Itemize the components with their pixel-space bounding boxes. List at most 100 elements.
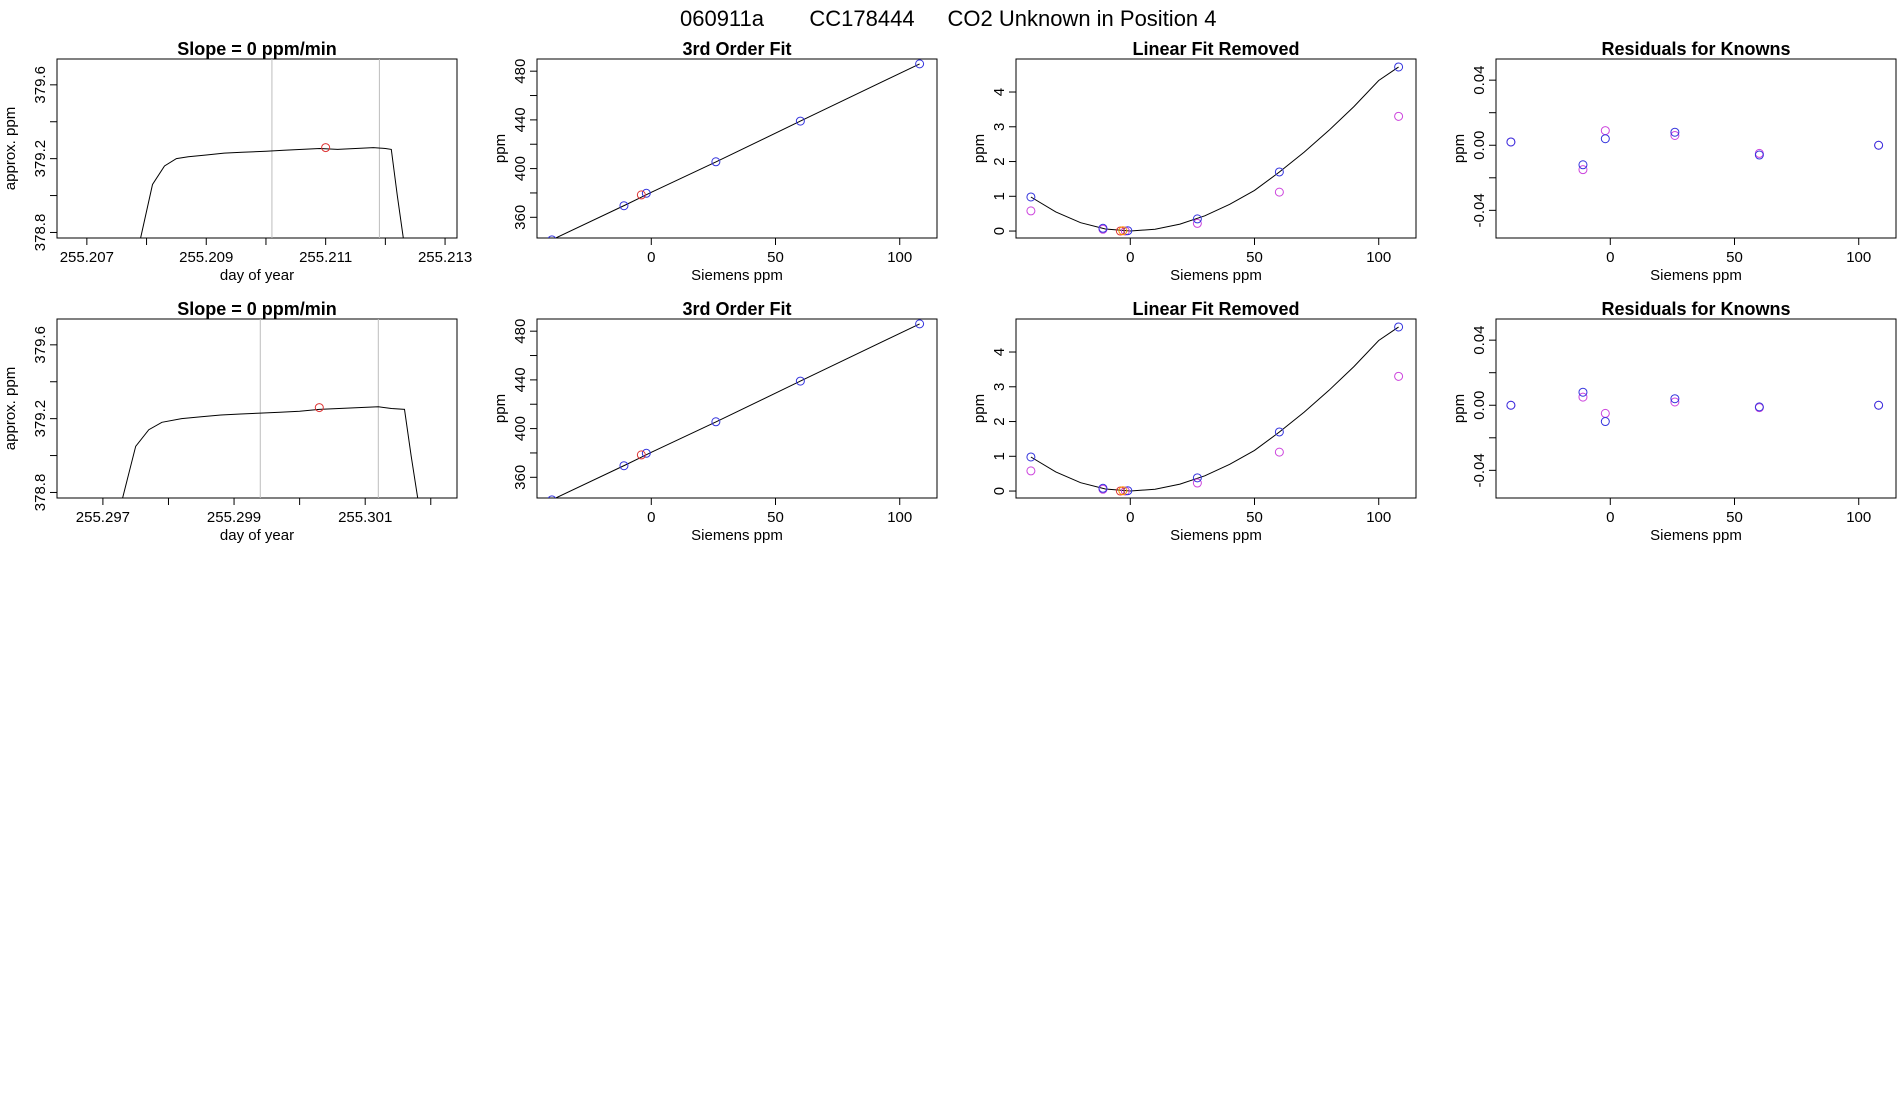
standard-point (1600, 417, 1610, 427)
x-tick-label: 0 (1126, 249, 1134, 266)
plot-data-area (547, 319, 925, 498)
y-tick-label: 480 (512, 59, 529, 84)
x-tick-label: 100 (887, 249, 912, 266)
y-axis-label: ppm (492, 394, 509, 423)
panel-row1-timeseries: Slope = 0 ppm/min 255.207 255.209 255.211 25… (2, 39, 472, 284)
x-axis-label: day of year (220, 527, 294, 544)
standard-point (795, 376, 805, 386)
x-tick-label: 100 (1366, 509, 1391, 526)
y-tick-label: 480 (512, 319, 529, 344)
standard-point (1506, 400, 1516, 410)
x-tick-label: 50 (1246, 249, 1263, 266)
standard-point (711, 157, 721, 167)
y-tick-label: 360 (512, 205, 529, 230)
standard-point (1600, 134, 1610, 144)
timeseries-line (122, 406, 419, 498)
standard-point (1274, 427, 1284, 437)
y-axis-label: approx. ppm (2, 367, 19, 450)
y-tick-label: -0.04 (1471, 453, 1488, 487)
y-tick-label: 3 (991, 383, 1008, 391)
unknown-point (314, 403, 324, 413)
panel-row2-residuals: Residuals for Knowns 0 50 100 -0.04 0.00 0.04 S… (1451, 299, 1897, 544)
x-axis-label: Siemens ppm (691, 267, 783, 284)
alt-point (1600, 408, 1610, 418)
y-tick-label: 378.8 (32, 214, 49, 252)
x-tick-label: 0 (1126, 509, 1134, 526)
y-tick-label: 400 (512, 156, 529, 181)
standard-point (1123, 226, 1133, 236)
y-tick-label: 378.8 (32, 474, 49, 512)
x-tick-label: 50 (767, 509, 784, 526)
y-tick-label: 0.00 (1471, 131, 1488, 160)
y-tick-label: 379.6 (32, 66, 49, 104)
y-tick-label: 4 (991, 348, 1008, 356)
unknown-point (636, 190, 646, 200)
y-axis-label: ppm (1451, 394, 1468, 423)
y-tick-label: 440 (512, 107, 529, 132)
y-tick-label: 3 (991, 123, 1008, 131)
y-axis-label: ppm (1451, 134, 1468, 163)
standard-point (619, 461, 629, 471)
standard-point (1192, 214, 1202, 224)
y-tick-label: 0.04 (1471, 326, 1488, 355)
y-tick-label: 2 (991, 157, 1008, 165)
standard-point (915, 319, 925, 329)
alt-point (1274, 447, 1284, 457)
x-tick-label: 255.213 (418, 249, 472, 266)
panel-title: Linear Fit Removed (1132, 299, 1299, 319)
panel-row1-residuals: Residuals for Knowns 0 50 100 -0.04 0.00 0.04 S… (1451, 39, 1897, 284)
standard-point (795, 116, 805, 126)
alt-point (1670, 397, 1680, 407)
x-axis-label: Siemens ppm (1650, 267, 1742, 284)
alt-point (1600, 126, 1610, 136)
x-tick-label: 0 (647, 249, 655, 266)
panel-row1-linfit: Linear Fit Removed 0 50 100 0 1 2 3 4 Siemens ppm… (971, 39, 1417, 284)
y-tick-label: 379.2 (32, 400, 49, 438)
alt-point (1026, 466, 1036, 476)
panel-title: Linear Fit Removed (1132, 39, 1299, 59)
x-tick-label: 255.207 (60, 249, 114, 266)
x-axis-label: Siemens ppm (1170, 527, 1262, 544)
x-tick-label: 100 (887, 509, 912, 526)
standard-point (1754, 150, 1764, 160)
fit-curve (1030, 66, 1399, 232)
standard-point (641, 188, 651, 198)
standard-point (1394, 322, 1404, 332)
y-axis-label: ppm (971, 134, 988, 163)
x-tick-label: 100 (1846, 509, 1871, 526)
x-axis-label: Siemens ppm (691, 527, 783, 544)
x-tick-label: 255.211 (299, 249, 352, 266)
panel-title: Slope = 0 ppm/min (177, 39, 337, 59)
panel-row2-linfit: Linear Fit Removed 0 50 100 0 1 2 3 4 Siemens ppm… (971, 299, 1417, 544)
plot-frame (56, 318, 458, 499)
panel-title: 3rd Order Fit (682, 39, 791, 59)
main-title-description: CO2 Unknown in Position 4 (947, 6, 1216, 31)
standard-point (1394, 62, 1404, 72)
fit-line (554, 323, 920, 498)
plot-frame (536, 58, 938, 239)
main-title-tank-id: CC178444 (809, 6, 914, 31)
standard-point (1274, 167, 1284, 177)
alt-point (1670, 130, 1680, 140)
plot-data-area (140, 59, 404, 238)
standard-point (1026, 192, 1036, 202)
plot-frame (1495, 318, 1897, 499)
x-tick-label: 50 (767, 249, 784, 266)
plot-frame (56, 58, 458, 239)
plot-data-area (547, 59, 925, 238)
plot-frame (1015, 58, 1417, 239)
standard-point (1123, 486, 1133, 496)
x-tick-label: 255.297 (76, 509, 130, 526)
y-axis-label: ppm (971, 394, 988, 423)
x-tick-label: 255.209 (179, 249, 233, 266)
x-tick-label: 255.301 (338, 509, 392, 526)
standard-point (1578, 387, 1588, 397)
standard-point (1874, 400, 1884, 410)
x-tick-label: 50 (1246, 509, 1263, 526)
panel-title: Residuals for Knowns (1601, 299, 1790, 319)
panel-row2-fit: 3rd Order Fit 0 50 100 360 400 440 480 Siemens p… (492, 299, 938, 544)
fit-curve (1030, 326, 1399, 492)
alt-point (1394, 371, 1404, 381)
